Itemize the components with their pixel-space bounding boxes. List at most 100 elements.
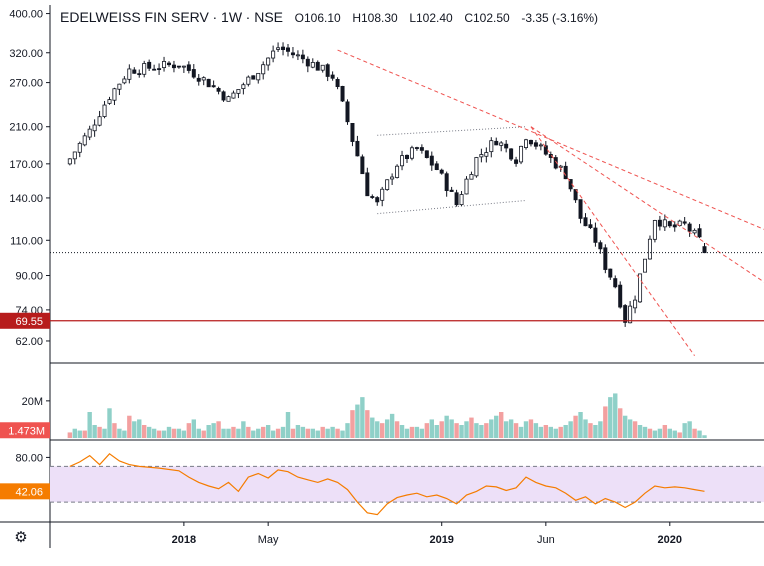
rsi-value-tag xyxy=(0,483,50,500)
volume-bar xyxy=(176,428,182,438)
volume-bar xyxy=(77,430,82,438)
volume-bar xyxy=(419,428,425,438)
candle xyxy=(256,72,261,84)
candle-body xyxy=(256,72,261,81)
candle-body xyxy=(176,65,181,68)
candle-body xyxy=(186,64,191,71)
candle xyxy=(608,268,613,280)
candle xyxy=(345,99,350,125)
volume-bar xyxy=(305,428,311,438)
volume-bar xyxy=(429,419,434,438)
candle-body xyxy=(97,116,102,126)
candle xyxy=(682,216,687,226)
candle xyxy=(633,295,638,314)
candle-body xyxy=(241,84,246,90)
legend-change: -3.35 (-3.16%) xyxy=(521,11,599,25)
time-axis-label: 2020 xyxy=(658,534,682,546)
candle xyxy=(122,76,127,85)
legend-separator: · xyxy=(245,9,255,25)
price-axis-label: 320.00 xyxy=(9,48,43,60)
candle-body xyxy=(404,154,409,160)
volume-bar xyxy=(503,421,509,438)
candle-body xyxy=(494,140,499,146)
candle xyxy=(281,42,286,56)
candle xyxy=(117,83,122,96)
candle xyxy=(504,140,509,153)
candle-body xyxy=(702,246,707,254)
candle xyxy=(628,301,633,324)
volume-bar xyxy=(156,430,162,438)
candle xyxy=(147,59,152,72)
legend-open: O106.10 xyxy=(294,11,341,25)
candle xyxy=(127,64,132,84)
legend-interval[interactable]: 1W xyxy=(221,9,243,25)
candle xyxy=(533,139,538,150)
volume-bar xyxy=(310,428,315,438)
candle-body xyxy=(613,278,618,288)
volume-bar xyxy=(667,428,672,438)
candle xyxy=(112,87,117,106)
trendline xyxy=(530,126,695,357)
candle xyxy=(330,71,335,81)
channel-line xyxy=(377,199,527,215)
volume-bar xyxy=(102,428,107,438)
candle xyxy=(340,85,345,103)
candle-body xyxy=(77,142,82,153)
candle xyxy=(519,145,524,165)
candle-body xyxy=(147,61,152,69)
candle xyxy=(454,189,459,207)
volume-bar xyxy=(265,425,271,438)
volume-bar xyxy=(330,426,335,438)
volume-bar xyxy=(236,428,241,438)
candle xyxy=(82,132,87,147)
volume-bar xyxy=(211,423,216,438)
volume-bar xyxy=(647,428,653,438)
candle-body xyxy=(380,188,385,201)
legend-exchange: NSE xyxy=(254,9,284,25)
volume-bar xyxy=(598,421,603,438)
candle xyxy=(325,63,330,82)
candle-body xyxy=(117,83,122,90)
volume-bar xyxy=(702,435,707,438)
candle xyxy=(538,142,543,151)
candle xyxy=(290,46,295,59)
candle-body xyxy=(157,68,162,71)
symbol-legend: EDELWEISS FIN SERV · 1W · NSE O106.10 H1… xyxy=(60,9,598,25)
time-axis-label: May xyxy=(258,534,279,546)
candle xyxy=(643,258,648,273)
candle-body xyxy=(533,142,538,147)
candle xyxy=(191,64,196,79)
price-axis-label: 110.00 xyxy=(10,235,43,247)
candle-body xyxy=(246,76,251,85)
candle xyxy=(285,44,290,57)
candle-body xyxy=(618,284,623,308)
volume-bar xyxy=(499,412,504,438)
candle xyxy=(395,164,400,179)
candle xyxy=(479,148,484,163)
candle-body xyxy=(112,88,117,101)
candle-body xyxy=(137,73,142,76)
candle xyxy=(67,158,72,166)
candle xyxy=(429,151,434,171)
candle-body xyxy=(643,258,648,273)
candle xyxy=(246,75,251,87)
candle-body xyxy=(191,69,196,78)
candle xyxy=(598,240,603,254)
candle-body xyxy=(211,85,216,88)
legend-symbol[interactable]: EDELWEISS FIN SERV xyxy=(60,9,209,25)
gear-icon[interactable]: ⚙ xyxy=(14,529,28,546)
volume-bar xyxy=(226,428,231,438)
candle xyxy=(652,219,657,243)
candle-body xyxy=(206,78,211,88)
candle-body xyxy=(479,154,484,158)
candle xyxy=(186,61,191,74)
candle xyxy=(424,150,429,159)
candle-body xyxy=(474,157,479,177)
volume-bar xyxy=(345,423,350,438)
candle-body xyxy=(102,104,107,117)
candle xyxy=(509,148,514,162)
volume-bar xyxy=(672,430,677,438)
candle xyxy=(697,224,702,239)
